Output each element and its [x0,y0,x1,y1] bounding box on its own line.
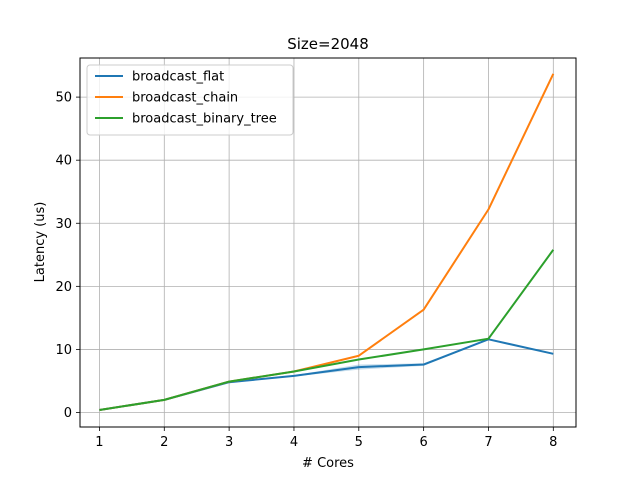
chart-title: Size=2048 [287,35,369,53]
series-line-broadcast_binary_tree [99,249,555,411]
x-tick-label: 4 [290,435,298,450]
x-tick-label: 1 [95,435,103,450]
y-tick-label: 0 [64,406,72,421]
series-lines [99,73,555,411]
legend: broadcast_flat broadcast_chain broadcast_b… [86,64,294,136]
y-tick-label: 50 [55,91,72,106]
legend-label: broadcast_flat [132,70,224,85]
x-tick-label: 7 [484,435,492,450]
x-tick-label: 5 [355,435,363,450]
y-tick-label: 20 [55,280,72,295]
y-tick-label: 40 [55,154,72,169]
x-tick-label: 8 [549,435,557,450]
x-tick-label: 2 [160,435,168,450]
legend-label: broadcast_binary_tree [132,112,277,127]
x-tick-label: 6 [419,435,427,450]
y-axis-label: Latency (us) [33,202,48,283]
y-axis-ticks: 0 10 20 30 40 50 [55,91,80,421]
x-axis-label: # Cores [302,456,354,471]
legend-label: broadcast_chain [132,91,238,106]
y-tick-label: 10 [55,343,72,358]
x-axis-ticks: 1 2 3 4 5 6 7 8 [95,427,557,450]
x-tick-label: 3 [225,435,233,450]
legend-box [86,64,294,136]
plot-frame [79,57,577,428]
y-tick-label: 30 [55,217,72,232]
